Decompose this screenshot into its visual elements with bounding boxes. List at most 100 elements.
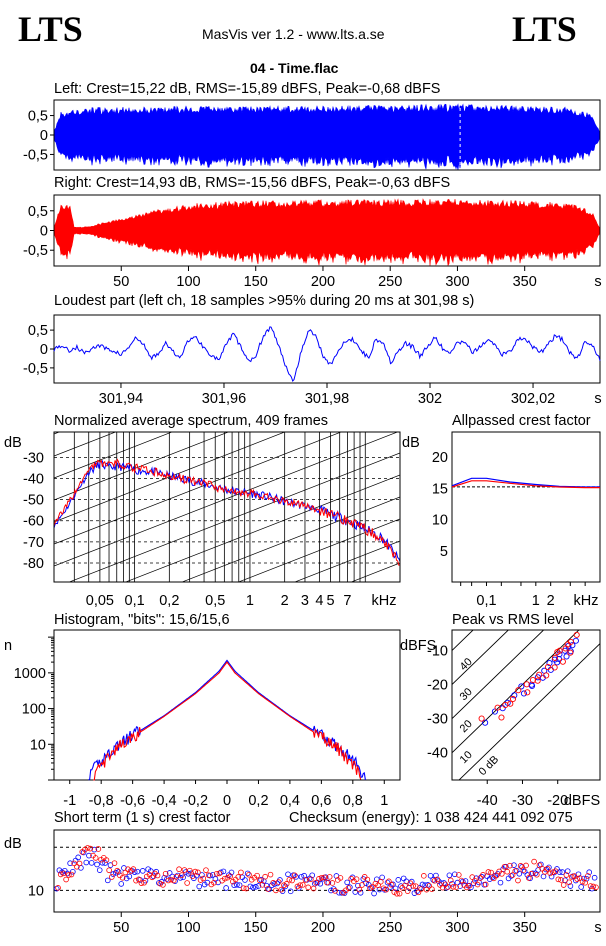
short-term-right-point bbox=[542, 869, 548, 875]
spectrum-slope-line bbox=[54, 432, 343, 545]
histogram-ytick-label: 10 bbox=[30, 737, 46, 753]
short-term-right-point bbox=[501, 863, 508, 870]
allpassed-frame bbox=[451, 431, 601, 583]
short-term-right-point bbox=[404, 888, 411, 894]
file-title: 04 - Time.flac bbox=[250, 60, 339, 76]
short-term-left-point bbox=[148, 868, 154, 874]
right-waveform-ytick-label: 0,5 bbox=[28, 204, 48, 220]
left-waveform-wave bbox=[53, 103, 601, 171]
short-term-right-point bbox=[283, 881, 290, 887]
short-term-right-point bbox=[84, 845, 91, 851]
short-term-right-point bbox=[243, 885, 250, 892]
peak-vs-rms-crest-label: 0 dB bbox=[477, 754, 501, 778]
short-term-left-point bbox=[102, 860, 108, 866]
short-term-right-point bbox=[375, 882, 381, 889]
right-waveform-ytick-label: 0 bbox=[40, 224, 48, 240]
peak-vs-rms-title: Peak vs RMS level bbox=[452, 612, 574, 628]
peak-vs-rms-xtick-label: -40 bbox=[477, 793, 498, 809]
short-term-right-point bbox=[71, 860, 77, 867]
short-term-right-point bbox=[238, 869, 244, 876]
right-waveform-ytick-label: -0,5 bbox=[23, 243, 48, 259]
spectrum-slope-line bbox=[54, 432, 117, 457]
spectrum-slope-line bbox=[54, 432, 61, 435]
short-term-left-point bbox=[295, 885, 302, 891]
peak-vs-rms-left-point bbox=[528, 682, 536, 689]
short-term-left-point bbox=[400, 875, 407, 882]
short-term-left-point bbox=[398, 883, 404, 889]
short-term-right-point bbox=[256, 877, 263, 884]
short-term-right-point bbox=[106, 867, 112, 874]
short-term-left-point bbox=[196, 883, 203, 890]
short-term-right-point bbox=[313, 879, 320, 886]
loudest-x-tick-label: 302 bbox=[418, 391, 442, 407]
short-term-right-point bbox=[195, 869, 201, 876]
short-term-left-point bbox=[164, 876, 170, 882]
spectrum-slope-line bbox=[54, 255, 400, 390]
short-term-right-point bbox=[582, 879, 589, 886]
short-term-left-point bbox=[94, 861, 100, 868]
allpassed-ytick-label: 5 bbox=[440, 544, 448, 560]
allpassed-xtick-label: kHz bbox=[574, 593, 599, 609]
peak-vs-rms-right-point bbox=[534, 677, 541, 684]
waveform-x-tick-label: 50 bbox=[113, 274, 129, 290]
short-term-left-point bbox=[427, 872, 434, 879]
spectrum-ytick-label: -60 bbox=[23, 514, 44, 530]
short-term-left-point bbox=[578, 884, 584, 890]
peak-vs-rms-right-point bbox=[509, 695, 517, 703]
spectrum-slope-line bbox=[124, 474, 400, 582]
short-term-right-point bbox=[550, 869, 556, 875]
short-term-right-point bbox=[332, 888, 338, 894]
short-term-left-point bbox=[430, 877, 437, 883]
short-term-right-point bbox=[133, 877, 139, 884]
short-term-left-point bbox=[395, 877, 402, 883]
short-term-right-point bbox=[114, 867, 121, 874]
right-waveform-wave bbox=[53, 198, 601, 267]
short-term-left-point bbox=[223, 885, 229, 891]
allpassed-left-line bbox=[451, 477, 600, 488]
short-term-right-point bbox=[170, 877, 177, 884]
short-term-right-point bbox=[326, 874, 333, 880]
short-term-right-point bbox=[345, 885, 352, 891]
short-term-right-point bbox=[205, 872, 212, 878]
histogram-xtick-label: -0,4 bbox=[152, 793, 177, 809]
histogram-xtick-label: 1 bbox=[380, 793, 388, 809]
short-term-left-point bbox=[228, 869, 235, 876]
short-term-left-point bbox=[177, 875, 184, 881]
peak-vs-rms-right-point bbox=[478, 715, 485, 722]
short-term-right-point bbox=[103, 857, 110, 863]
short-term-left-point bbox=[64, 870, 71, 877]
short-term-left-point bbox=[586, 869, 593, 875]
short-term-right-point bbox=[520, 867, 527, 874]
short-term-left-point bbox=[583, 875, 590, 882]
short-term-right-point bbox=[453, 884, 459, 890]
short-term-left-point bbox=[328, 887, 334, 894]
spectrum-xtick-label: 5 bbox=[327, 593, 335, 609]
peak-vs-rms-crest-label: 30 bbox=[458, 686, 475, 703]
short-term-right-point bbox=[157, 880, 164, 887]
short-term-left-point bbox=[244, 870, 251, 877]
short-term-x-tick-label: 200 bbox=[311, 920, 335, 936]
short-term-right-point bbox=[316, 876, 322, 882]
short-term-right-point bbox=[402, 882, 408, 889]
short-term-right-point bbox=[109, 874, 115, 880]
spectrum-xtick-label: 3 bbox=[301, 593, 309, 609]
waveform-x-tick-label: 150 bbox=[244, 274, 268, 290]
short-term-right-point bbox=[318, 874, 325, 881]
short-term-left-point bbox=[131, 869, 138, 875]
short-term-left-point bbox=[521, 868, 528, 875]
short-term-right-point bbox=[380, 885, 387, 892]
short-term-right-point bbox=[181, 867, 188, 873]
short-term-right-point bbox=[278, 886, 285, 893]
left-waveform-title: Left: Crest=15,22 dB, RMS=-15,89 dBFS, P… bbox=[54, 81, 441, 97]
short-term-right-point bbox=[482, 881, 489, 888]
short-term-left-point bbox=[556, 869, 563, 875]
short-term-right-point bbox=[512, 868, 519, 874]
loudest-frame bbox=[53, 314, 601, 384]
short-term-right-point bbox=[246, 871, 252, 878]
loudest-part-title: Loudest part (left ch, 18 samples >95% d… bbox=[54, 293, 475, 309]
short-term-left-point bbox=[357, 890, 364, 896]
peak-vs-rms-left-point bbox=[546, 660, 553, 667]
short-term-right-point bbox=[577, 875, 583, 881]
peak-vs-rms-crest-line bbox=[452, 630, 545, 720]
histogram-xtick-label: 0 bbox=[223, 793, 231, 809]
